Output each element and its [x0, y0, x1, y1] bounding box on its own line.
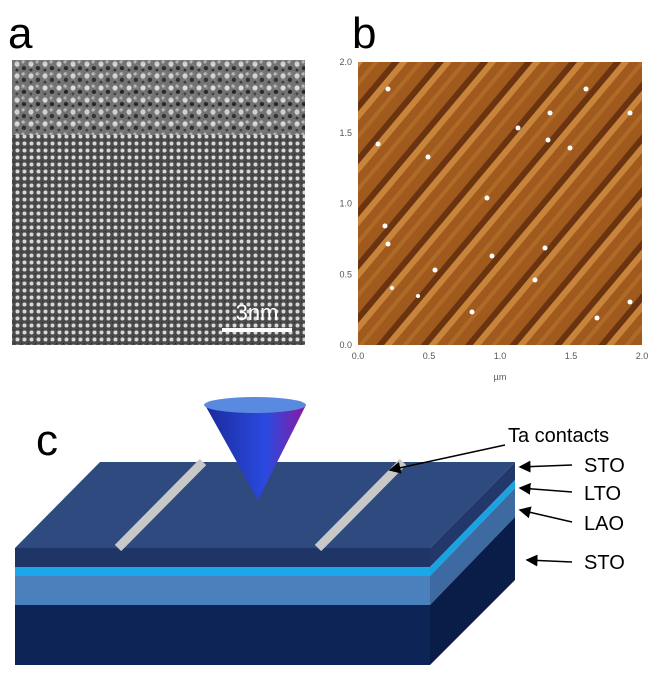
annotation: STO: [584, 455, 625, 477]
scale-bar-label: 3nm: [236, 300, 279, 325]
y-tick-label: 1.5: [339, 128, 352, 138]
panel-label: c: [36, 416, 58, 465]
panel-label: b: [352, 9, 376, 58]
y-tick-label: 0.0: [339, 340, 352, 350]
y-tick-label: 0.5: [339, 269, 352, 279]
y-tick-label: 2.0: [339, 57, 352, 67]
annotation: Ta contacts: [508, 425, 609, 447]
x-tick-label: 0.5: [423, 351, 436, 361]
y-tick-label: 1.0: [339, 199, 352, 209]
x-tick-label: 1.5: [565, 351, 578, 361]
annotation: LAO: [584, 513, 624, 535]
figure: a 3nm b 0.0 0.5 1.0 1.5 2.0 0.0 0.5 1.0 1.5 2.0 µ…: [0, 0, 654, 681]
tem-amorphous: [12, 60, 305, 135]
x-axis-label: µm: [494, 372, 507, 382]
heterostructure: [15, 397, 515, 665]
panel-label: a: [8, 9, 33, 58]
annotation: STO: [584, 552, 625, 574]
afm-image: [358, 62, 642, 345]
x-tick-label: 1.0: [494, 351, 507, 361]
x-tick-label: 0.0: [352, 351, 365, 361]
x-tick-label: 2.0: [636, 351, 649, 361]
annotation: LTO: [584, 483, 621, 505]
